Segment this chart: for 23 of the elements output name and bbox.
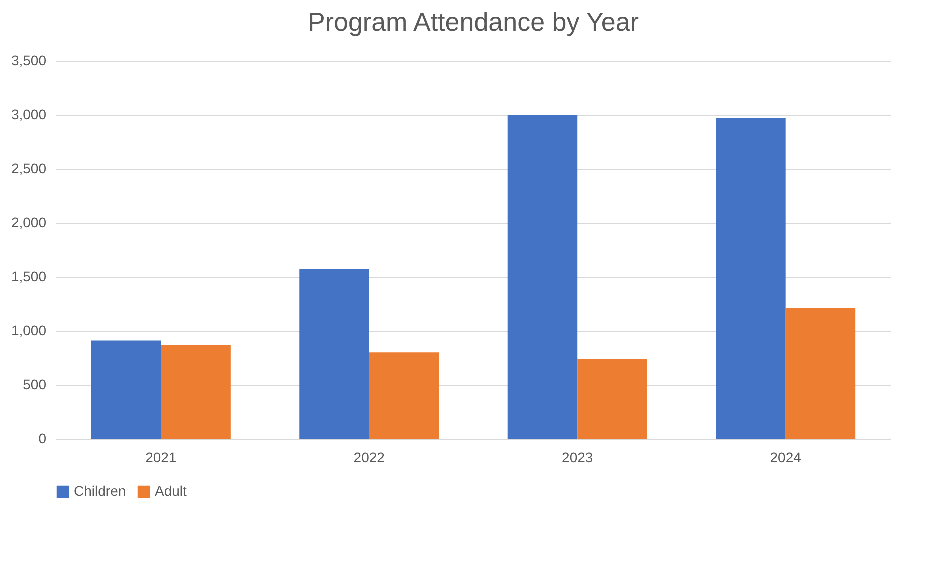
bar [161,345,231,439]
x-tick-label: 2024 [770,450,802,466]
y-tick-label: 3,000 [11,106,47,122]
bar [369,352,440,439]
bar [91,340,162,439]
y-tick-label: 3,500 [11,52,47,68]
y-tick-label: 2,500 [11,160,47,176]
legend-label: Children [74,483,126,499]
y-tick-label: 1,000 [11,322,47,338]
y-tick-label: 1,500 [11,268,47,284]
y-tick-label: 500 [23,376,47,392]
bar [716,118,786,439]
bar [300,269,370,439]
bar [508,115,578,439]
x-tick-label: 2023 [562,450,594,466]
y-tick-label: 2,000 [11,214,47,230]
x-tick-label: 2022 [354,450,386,466]
legend-label: Adult [155,483,188,499]
x-tick-label: 2021 [146,450,177,466]
y-tick-label: 0 [38,430,47,446]
chart-title: Program Attendance by Year [308,7,640,37]
bar [786,308,856,439]
bar [578,359,648,439]
